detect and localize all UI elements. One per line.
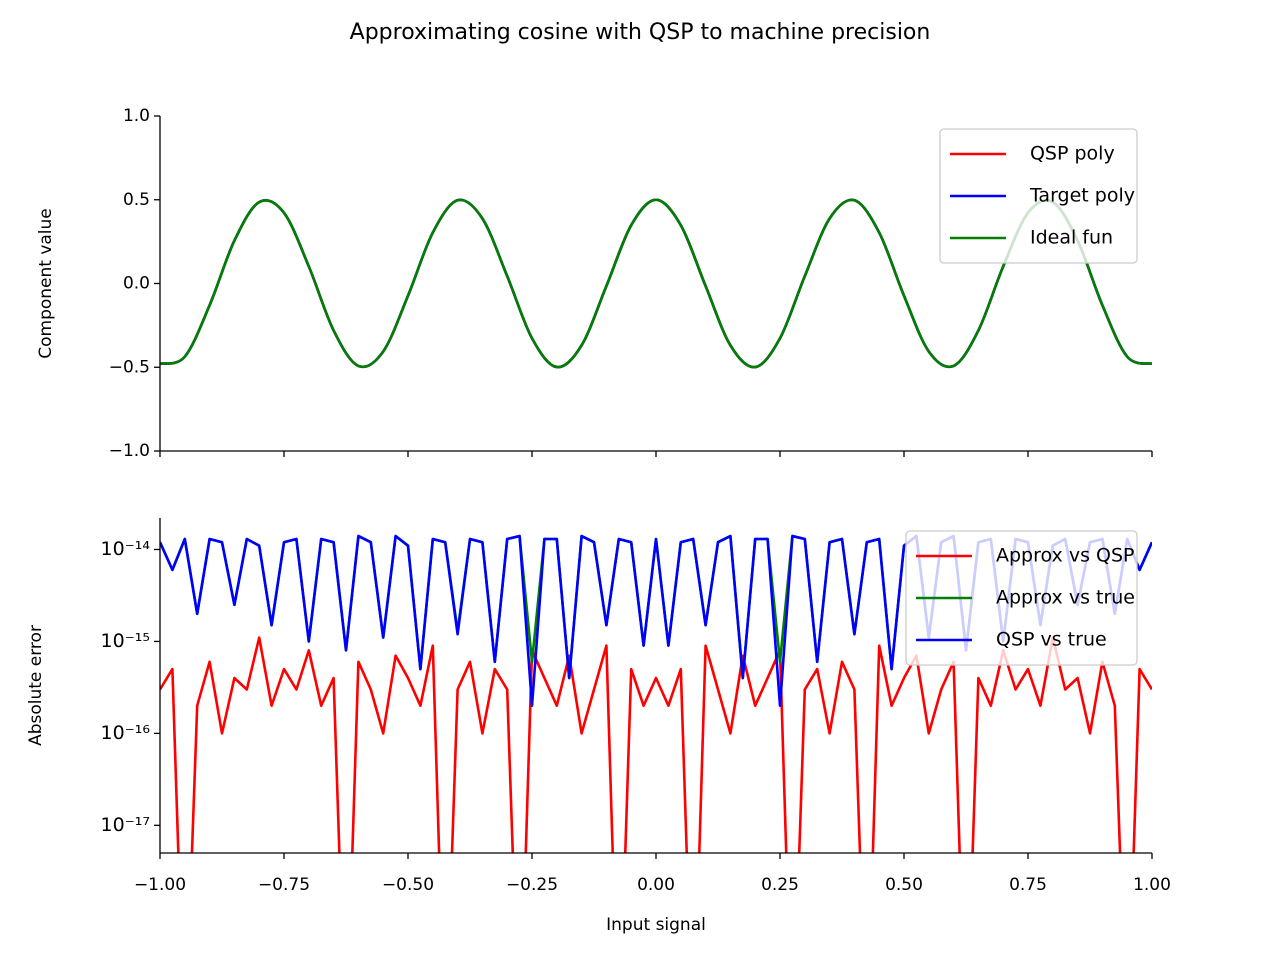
x-tick-label: 0.50 [885,875,923,895]
data-line [160,198,1152,369]
legend-label: Approx vs QSP [996,545,1135,567]
y-tick-label: 1.0 [123,106,150,126]
x-tick-label: 0.25 [761,875,799,895]
y-tick-label: 10⁻¹⁶ [101,722,150,744]
legend-label: QSP vs true [996,629,1107,651]
x-tick-label: 1.00 [1133,875,1171,895]
y-axis-label: Component value [36,208,56,359]
y-tick-label: −0.5 [109,357,150,377]
y-tick-label: 0.5 [123,190,150,210]
y-tick-label: 10⁻¹⁷ [101,814,150,836]
legend-label: QSP poly [1030,143,1115,165]
y-tick-label: 10⁻¹⁵ [101,630,150,652]
data-line [160,636,1152,853]
x-axis-label: Input signal [606,915,706,935]
y-tick-label: 0.0 [123,274,150,294]
x-tick-label: 0.00 [637,875,675,895]
x-tick-label: −0.75 [258,875,310,895]
y-tick-label: −1.0 [109,441,150,461]
y-axis-label: Absolute error [26,625,46,746]
plot-area [160,198,1152,369]
legend-label: Target poly [1029,185,1135,207]
x-tick-label: −1.00 [134,875,186,895]
x-tick-label: −0.50 [382,875,434,895]
y-tick-label: 10⁻¹⁴ [101,538,151,560]
legend-label: Ideal fun [1030,227,1113,249]
figure-title: Approximating cosine with QSP to machine… [350,20,931,45]
legend-label: Approx vs true [996,587,1135,609]
x-tick-label: −0.25 [506,875,558,895]
legend-box [939,128,1138,264]
legend: QSP poly Target poly Ideal fun [939,128,1138,264]
legend: Approx vs QSP Approx vs true QSP vs true [905,530,1138,666]
x-tick-label: 0.75 [1009,875,1047,895]
legend-box [905,530,1138,666]
